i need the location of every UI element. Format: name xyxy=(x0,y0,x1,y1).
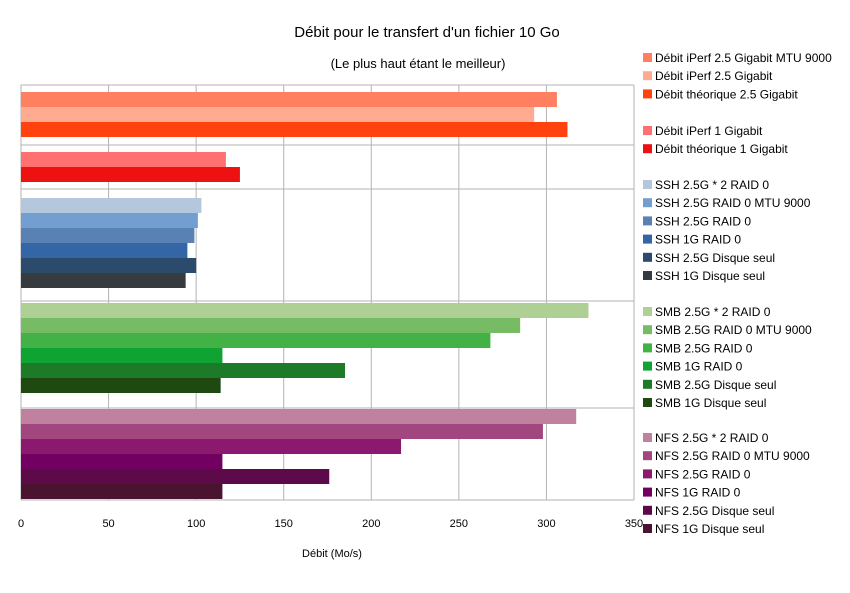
x-tick-label: 100 xyxy=(187,518,205,530)
bar xyxy=(21,363,346,378)
bar xyxy=(21,333,491,348)
bar xyxy=(21,107,535,122)
bar xyxy=(21,152,226,167)
bar xyxy=(21,92,557,107)
bar xyxy=(21,213,198,228)
bar xyxy=(21,378,221,393)
legend-swatch xyxy=(643,53,652,62)
legend-swatch xyxy=(643,252,652,262)
legend-label: SSH 2.5G RAID 0 xyxy=(655,214,751,228)
legend-swatch xyxy=(643,71,652,81)
legend-label: SMB 1G Disque seul xyxy=(655,396,766,410)
legend-label: SSH 1G Disque seul xyxy=(655,269,765,283)
bar xyxy=(21,469,330,484)
legend-label: SSH 1G RAID 0 xyxy=(655,233,741,247)
bar xyxy=(21,273,186,288)
bar xyxy=(21,318,521,333)
bars xyxy=(21,92,589,499)
bar xyxy=(21,258,197,273)
chart-title: Débit pour le transfert d'un fichier 10 … xyxy=(294,24,560,41)
x-tick-label: 150 xyxy=(275,518,293,530)
legend-swatch xyxy=(643,325,652,335)
bar xyxy=(21,228,195,243)
legend-swatch xyxy=(643,505,652,515)
legend-label: Débit théorique 1 Gigabit xyxy=(655,142,788,156)
legend-swatch xyxy=(643,307,652,316)
legend-swatch xyxy=(643,234,652,244)
bar xyxy=(21,198,202,213)
x-tick-label: 350 xyxy=(625,518,643,530)
legend-swatch xyxy=(643,487,652,497)
legend-label: NFS 2.5G Disque seul xyxy=(655,504,774,518)
bar xyxy=(21,303,589,318)
bar xyxy=(21,167,240,182)
legend-swatch xyxy=(643,343,652,353)
bar xyxy=(21,484,223,499)
x-tick-label: 250 xyxy=(450,518,468,530)
x-tick-label: 50 xyxy=(102,518,114,530)
legend-label: SMB 2.5G * 2 RAID 0 xyxy=(655,305,771,319)
bar xyxy=(21,348,223,363)
bar xyxy=(21,439,402,454)
legend-label: NFS 1G RAID 0 xyxy=(655,486,741,500)
legend-swatch xyxy=(643,126,652,135)
x-axis-label: Débit (Mo/s) xyxy=(302,548,362,560)
legend-swatch xyxy=(643,198,652,208)
chart-subtitle: (Le plus haut étant le meilleur) xyxy=(331,56,506,71)
x-tick-label: 0 xyxy=(18,518,24,530)
legend-label: NFS 1G Disque seul xyxy=(655,522,764,536)
bar xyxy=(21,454,223,469)
bar xyxy=(21,122,568,137)
legend-swatch xyxy=(643,451,652,461)
legend-swatch xyxy=(643,379,652,389)
legend-swatch xyxy=(643,469,652,479)
x-tick-label: 200 xyxy=(362,518,380,530)
legend-swatch xyxy=(643,89,652,99)
legend-label: SSH 2.5G Disque seul xyxy=(655,251,775,265)
bar xyxy=(21,409,577,424)
legend-label: Débit iPerf 1 Gigabit xyxy=(655,124,763,138)
legend-label: Débit théorique 2.5 Gigabit xyxy=(655,87,798,101)
legend-label: Débit iPerf 2.5 Gigabit MTU 9000 xyxy=(655,51,832,65)
legend-swatch xyxy=(643,144,652,154)
legend-label: SMB 2.5G RAID 0 MTU 9000 xyxy=(655,323,812,337)
legend-label: NFS 2.5G RAID 0 MTU 9000 xyxy=(655,449,810,463)
bar xyxy=(21,243,188,258)
legend-swatch xyxy=(643,271,652,280)
bar xyxy=(21,424,543,439)
legend-label: SSH 2.5G * 2 RAID 0 xyxy=(655,178,769,192)
legend-label: SMB 2.5G RAID 0 xyxy=(655,341,753,355)
legend-swatch xyxy=(643,216,652,226)
legend-label: NFS 2.5G * 2 RAID 0 xyxy=(655,431,769,445)
x-axis: 0 50 100 150 200 250 300 350 xyxy=(18,518,643,530)
legend-label: NFS 2.5G RAID 0 xyxy=(655,467,751,481)
legend-swatch xyxy=(643,524,652,533)
legend-swatch xyxy=(643,398,652,407)
gridlines xyxy=(20,84,635,501)
legend-label: SMB 1G RAID 0 xyxy=(655,360,743,374)
legend-label: SMB 2.5G Disque seul xyxy=(655,378,776,392)
legend: Débit iPerf 2.5 Gigabit MTU 9000 Débit iP… xyxy=(643,51,832,536)
legend-label: SSH 2.5G RAID 0 MTU 9000 xyxy=(655,196,811,210)
legend-swatch xyxy=(643,433,652,442)
x-tick-label: 300 xyxy=(537,518,555,530)
legend-label: Débit iPerf 2.5 Gigabit xyxy=(655,69,773,83)
legend-swatch xyxy=(643,180,652,189)
legend-swatch xyxy=(643,361,652,371)
